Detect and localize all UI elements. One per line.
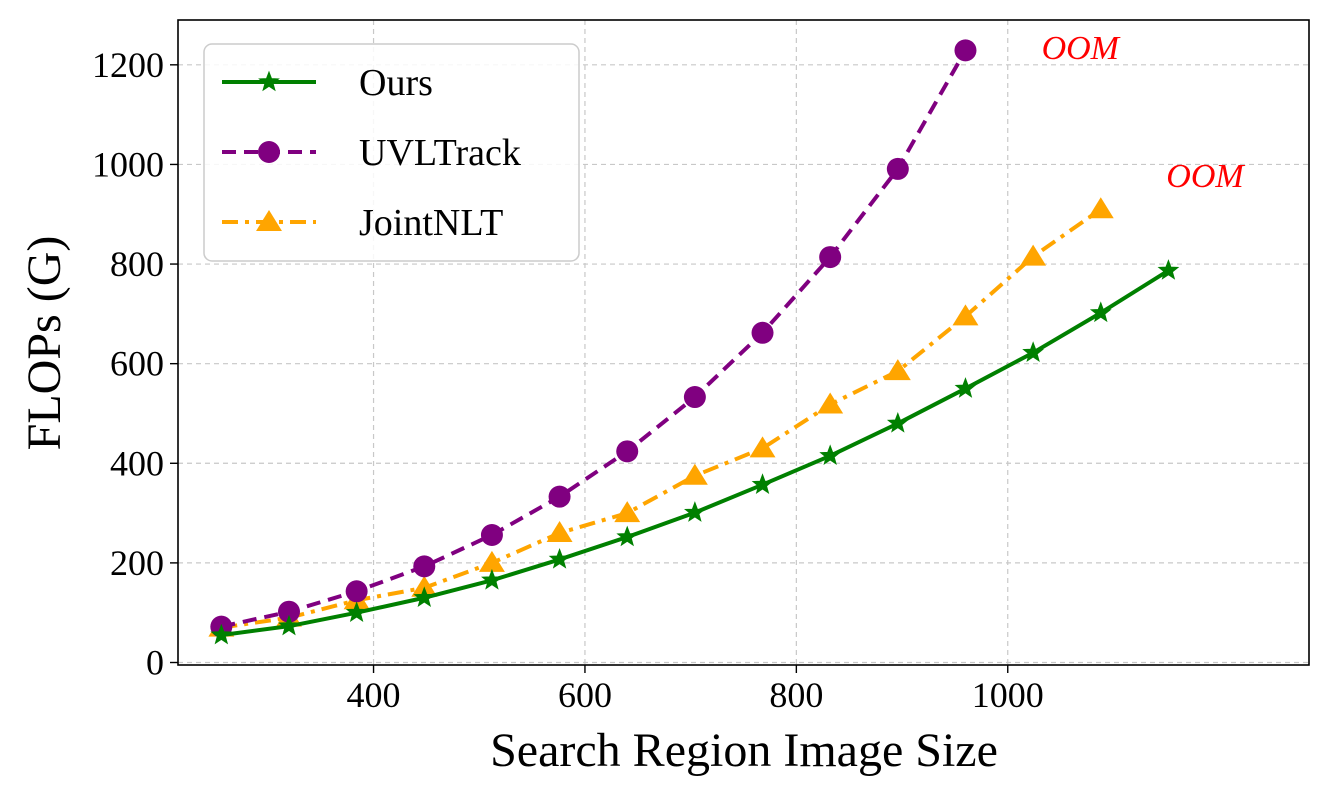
data-point — [614, 501, 641, 523]
data-point — [548, 547, 571, 569]
data-point — [480, 524, 503, 547]
data-point — [886, 157, 909, 180]
data-point — [1020, 244, 1047, 266]
series-ours — [210, 259, 1180, 645]
legend-label: UVLTrack — [359, 132, 521, 174]
oom-annotation: OOM — [1042, 30, 1121, 67]
data-point — [413, 555, 436, 578]
legend-entry-ours: Ours — [222, 62, 433, 104]
data-point — [751, 321, 774, 344]
annotations: OOM OOM — [1042, 30, 1246, 195]
data-point — [278, 614, 300, 636]
data-point — [749, 436, 776, 458]
y-tick-label: 1200 — [92, 45, 164, 85]
y-tick-label: 800 — [110, 244, 164, 284]
data-point — [751, 473, 774, 494]
series-line — [220, 49, 968, 629]
data-point — [413, 586, 436, 608]
x-axis-label: Search Region Image Size — [490, 724, 998, 777]
data-point — [819, 246, 842, 269]
data-point — [886, 412, 909, 433]
axis-ticks: 400 600 800 1000 0 200 400 600 800 1000 1200 — [92, 45, 1044, 715]
series-uvltrack — [210, 39, 977, 638]
series-line — [221, 207, 1102, 630]
data-point — [478, 550, 505, 572]
data-point — [345, 580, 368, 603]
oom-annotation: OOM — [1166, 158, 1245, 195]
data-point — [684, 501, 706, 522]
data-point — [817, 392, 844, 414]
data-point — [277, 600, 300, 623]
plot-frame — [177, 19, 1310, 666]
y-tick-label: 400 — [110, 443, 164, 483]
y-tick-label: 0 — [146, 643, 164, 683]
data-point — [681, 463, 708, 485]
x-tick-label: 400 — [347, 675, 401, 715]
legend-box — [203, 43, 580, 262]
data-point — [546, 521, 573, 543]
data-point — [210, 623, 233, 645]
data-point — [345, 601, 368, 622]
x-tick-label: 1000 — [972, 675, 1044, 715]
x-tick-label: 800 — [769, 675, 823, 715]
legend-entry-jointnlt: JointNLT — [222, 202, 503, 244]
data-point — [411, 575, 438, 597]
data-point — [548, 485, 571, 508]
legend-marker — [258, 141, 280, 163]
data-point — [481, 568, 503, 590]
series-jointnlt — [208, 197, 1114, 637]
data-point — [1089, 301, 1112, 323]
legend-marker — [256, 210, 282, 231]
plot-series — [208, 39, 1180, 645]
data-point — [1157, 259, 1180, 280]
legend: Ours UVLTrack JointNLT — [203, 43, 580, 262]
y-axis-label: FLOPs (G) — [18, 236, 71, 451]
data-point — [1022, 341, 1044, 362]
data-point — [954, 377, 977, 398]
x-tick-label: 600 — [558, 675, 612, 715]
data-point — [819, 444, 842, 466]
legend-label: JointNLT — [359, 202, 503, 244]
data-point — [616, 440, 639, 463]
y-tick-label: 200 — [110, 543, 164, 583]
data-point — [954, 39, 977, 62]
data-point — [683, 386, 706, 409]
data-point — [1087, 197, 1114, 219]
legend-label: Ours — [359, 62, 433, 104]
data-point — [884, 359, 911, 381]
series-line — [221, 268, 1170, 638]
legend-marker — [258, 70, 280, 92]
data-point — [952, 304, 979, 326]
legend-entry-uvltrack: UVLTrack — [222, 132, 521, 174]
y-tick-label: 1000 — [92, 144, 164, 184]
data-point — [616, 525, 639, 547]
y-tick-label: 600 — [110, 344, 164, 384]
